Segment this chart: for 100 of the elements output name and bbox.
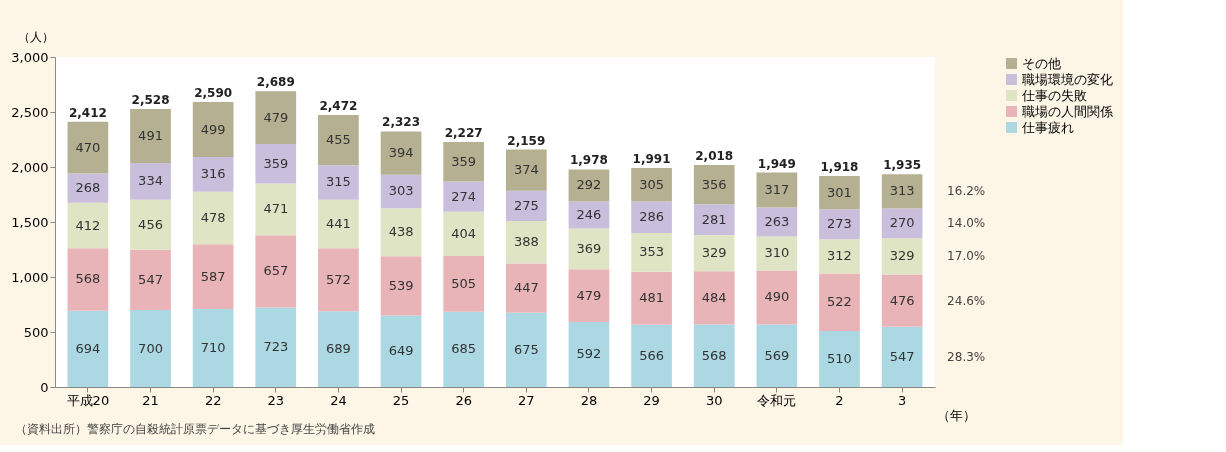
bar [130, 162, 171, 200]
bar [443, 211, 485, 257]
bar [192, 156, 234, 192]
data-label: 394 [388, 145, 414, 161]
bar [693, 204, 735, 236]
bar [631, 167, 672, 202]
y-tick-label: 2,500 [11, 104, 49, 120]
data-label: 263 [764, 213, 790, 229]
data-label: 694 [75, 340, 101, 356]
total-label: 2,018 [695, 149, 734, 164]
total-label: 2,412 [68, 105, 107, 120]
text: 17.0% [947, 249, 986, 264]
y-tick-label: 0 [40, 379, 49, 395]
data-label: 315 [326, 174, 351, 190]
bar [67, 202, 109, 249]
data-label: 404 [451, 225, 477, 241]
data-label: 369 [576, 240, 602, 256]
data-label: 273 [827, 216, 852, 232]
data-label: 478 [200, 210, 226, 226]
bar [192, 191, 234, 245]
bar [631, 271, 672, 325]
bar [192, 102, 234, 157]
bar [756, 172, 798, 208]
bar [380, 256, 422, 316]
data-label: 547 [138, 271, 163, 287]
data-label: 479 [576, 287, 602, 303]
data-label: 275 [513, 197, 539, 213]
bar [130, 249, 171, 310]
bar [380, 131, 422, 175]
x-tick-label: 2 [835, 392, 844, 408]
bar [568, 169, 610, 202]
y-tick-label: 1,500 [11, 214, 49, 230]
total-label: 2,227 [444, 126, 483, 141]
data-label: 270 [889, 215, 915, 231]
x-tick-label: 28 [580, 392, 598, 408]
data-label: 470 [75, 139, 101, 155]
total-label: 2,590 [194, 86, 233, 101]
text: 28.3% [947, 349, 986, 364]
data-label: 246 [576, 207, 602, 223]
data-label: 491 [138, 127, 163, 143]
data-label: 484 [701, 289, 727, 305]
total-label: 1,991 [632, 151, 671, 166]
bar [255, 143, 297, 184]
bar [255, 307, 297, 387]
total-label: 1,918 [820, 160, 859, 175]
x-tick-label: 令和元 [757, 392, 797, 408]
data-label: 447 [513, 280, 539, 296]
data-label: 317 [764, 182, 790, 198]
data-label: 510 [827, 350, 852, 366]
data-label: 303 [388, 183, 414, 199]
legend-label: 職場の人間関係 [1022, 103, 1113, 119]
data-label: 312 [827, 248, 852, 264]
data-label: 388 [513, 234, 539, 250]
data-label: 572 [326, 271, 351, 287]
data-label: 685 [451, 341, 477, 357]
data-label: 292 [576, 177, 602, 193]
bar [819, 330, 860, 387]
bar [881, 326, 923, 387]
bar [443, 142, 485, 182]
bar [819, 176, 860, 210]
data-label: 568 [75, 271, 101, 287]
data-label: 334 [138, 173, 163, 189]
bar [443, 311, 485, 387]
data-label: 329 [889, 248, 915, 264]
bar [505, 263, 547, 313]
bar [318, 311, 359, 387]
bar [255, 235, 297, 308]
bar [67, 248, 109, 311]
bar [505, 149, 547, 191]
bar [756, 207, 798, 237]
bar [130, 199, 171, 250]
data-label: 356 [701, 176, 727, 192]
y-tick-label: 3,000 [11, 49, 49, 65]
bar [255, 183, 297, 236]
x-tick-label: 21 [142, 392, 159, 408]
legend-label: 仕事疲れ [1021, 119, 1074, 135]
bar [756, 324, 798, 387]
data-label: 316 [200, 166, 226, 182]
total-label: 2,689 [256, 75, 295, 90]
bar [693, 165, 735, 205]
data-label: 456 [138, 216, 163, 232]
bar [443, 181, 485, 212]
bar [130, 310, 171, 387]
data-label: 723 [263, 339, 289, 355]
x-tick-label: 23 [267, 392, 285, 408]
x-tick-label: 25 [392, 392, 410, 408]
data-label: 274 [451, 188, 477, 204]
data-label: 547 [889, 348, 915, 364]
bar [881, 274, 923, 327]
bar [819, 273, 860, 331]
bar [380, 208, 422, 257]
x-tick-label: 平成20 [66, 392, 110, 408]
data-label: 566 [639, 347, 664, 363]
x-tick-label: 24 [330, 392, 347, 408]
legend-label: 仕事の失敗 [1021, 87, 1087, 103]
total-label: 1,978 [569, 153, 608, 168]
data-label: 490 [764, 289, 790, 305]
bar [505, 220, 547, 264]
data-label: 569 [764, 347, 790, 363]
bar [318, 165, 359, 200]
